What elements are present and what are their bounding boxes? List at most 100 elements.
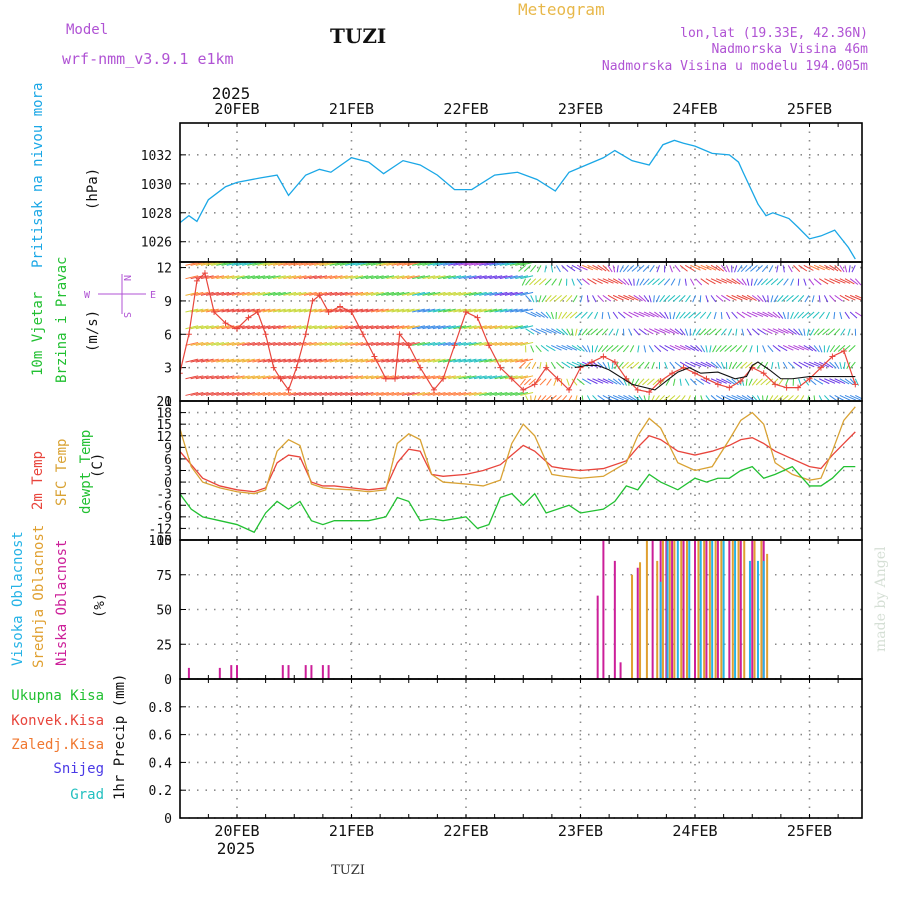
wind-barb <box>329 325 343 330</box>
wind-barb <box>837 345 846 352</box>
wind-barb <box>309 341 322 346</box>
wind-barb <box>334 325 348 330</box>
wind-barb <box>293 341 307 346</box>
wind-barb <box>396 308 410 313</box>
wind-barb <box>262 341 276 346</box>
wind-barb <box>422 291 436 296</box>
wind-barb <box>442 325 456 330</box>
wind-barb <box>422 325 436 330</box>
wind-barb <box>406 375 420 380</box>
wind-barb <box>463 358 477 363</box>
legend-entry: Grad <box>70 787 104 803</box>
wind-barb <box>530 295 535 303</box>
wind-barb <box>231 341 245 346</box>
wind-barb <box>185 262 199 266</box>
wind-barb <box>324 358 338 363</box>
wind-barb <box>473 308 487 313</box>
wind-barb <box>319 308 333 313</box>
wind-barb <box>608 328 614 336</box>
wind-barb <box>303 391 317 396</box>
wind-barb <box>298 325 312 330</box>
wind-barb <box>710 378 722 384</box>
wind-barb <box>767 311 777 318</box>
wind-barb <box>544 265 547 273</box>
wind-barb <box>834 378 846 384</box>
wind-barb <box>565 311 573 319</box>
x-tick-label-top: 21FEB <box>329 100 374 118</box>
y-tick-label: 0 <box>164 395 172 410</box>
wind-barb <box>643 278 650 286</box>
wind-barb <box>587 378 598 385</box>
wind-barb <box>185 391 199 396</box>
wind-barb <box>401 275 415 280</box>
wind-barb <box>520 325 534 330</box>
wind-barb <box>329 275 343 280</box>
wind-barb <box>468 275 482 280</box>
wind-barb <box>765 278 774 286</box>
wind-barb <box>793 328 801 336</box>
wind-barb <box>633 294 643 302</box>
wind-barb <box>597 345 604 353</box>
wind-barb <box>422 262 436 266</box>
wind-barb <box>211 262 225 266</box>
wind-barb <box>834 264 842 272</box>
wind-barb <box>381 308 395 313</box>
wind-barb <box>601 328 609 336</box>
wind-barb <box>252 275 266 280</box>
wind-barb <box>515 341 529 346</box>
y-tick-label: 3 <box>164 362 172 377</box>
wind-barb <box>365 275 379 280</box>
wind-barb <box>556 361 564 369</box>
wind-barb <box>442 308 456 313</box>
wind-barb <box>504 341 518 346</box>
wind-barb <box>267 308 281 313</box>
legend-entry: Konvek.Kisa <box>11 713 104 729</box>
wind-barb <box>592 278 603 284</box>
wind-barb <box>504 308 518 313</box>
wind-barb <box>278 341 292 346</box>
wind-barb <box>309 308 322 313</box>
wind-barb <box>412 275 425 280</box>
wind-barb <box>442 391 456 396</box>
wind-barb <box>494 375 508 380</box>
wind-barb <box>288 391 302 396</box>
wind-barb <box>479 291 492 296</box>
wind-barb <box>468 358 482 363</box>
wind-barb <box>267 291 281 296</box>
wind-speed-marker <box>829 353 836 360</box>
wind-barb <box>504 325 518 330</box>
model-name: wrf-nmm_v3.9.1 e1km <box>62 50 234 68</box>
wind-barb <box>576 378 585 386</box>
wind-barb <box>703 328 712 336</box>
wind-barb <box>612 294 624 301</box>
wind-barb <box>690 378 697 386</box>
wind-barb <box>840 328 846 336</box>
wind-barb <box>586 345 591 353</box>
wind-barb <box>813 264 825 271</box>
wind-barb <box>788 344 800 351</box>
wind-speed-marker <box>463 309 469 316</box>
wind-barb <box>288 325 302 330</box>
wind-barb <box>651 361 655 370</box>
wind-barb <box>768 265 774 273</box>
wind-barb <box>529 278 537 286</box>
wind-barb <box>257 262 271 266</box>
wind-barb <box>657 278 665 286</box>
x-tick-label-bottom: 20FEB <box>214 822 259 840</box>
wind-barb <box>648 295 652 303</box>
wind-barb <box>712 345 717 353</box>
wind-barb <box>520 341 534 346</box>
wind-barb <box>231 262 245 266</box>
wind-barb <box>561 264 569 272</box>
wind-barb <box>339 325 353 330</box>
wind-barb <box>597 264 607 272</box>
wind-barb <box>350 391 364 396</box>
wind-barb <box>741 328 745 336</box>
wind-speed-marker <box>245 314 252 321</box>
wind-barb <box>844 378 854 385</box>
wind-barb <box>669 361 676 369</box>
wind-barb <box>391 275 405 280</box>
wind-barb <box>829 278 841 284</box>
wind-barb <box>211 275 225 280</box>
wind-barb <box>406 262 420 266</box>
